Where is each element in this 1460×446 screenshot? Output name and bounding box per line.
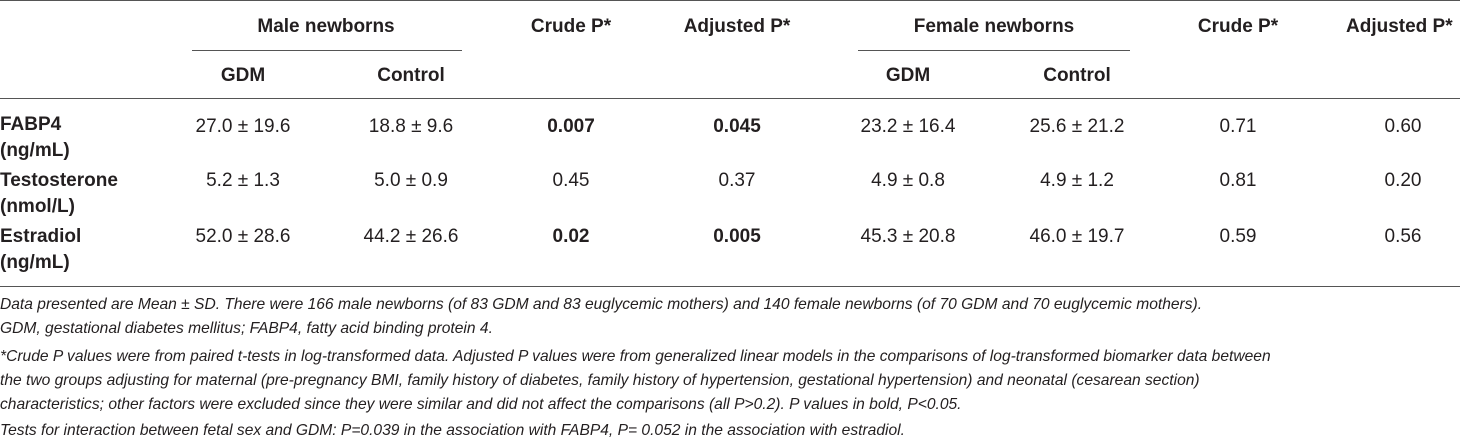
testosterone-female-gdm: 4.9 ± 0.8 [871, 170, 945, 191]
table-bottom-rule [0, 286, 1460, 287]
fabp4-male-control: 18.8 ± 9.6 [368, 116, 454, 137]
header-bottom-rule [0, 98, 1460, 99]
fabp4-male-crude-p: 0.007 [547, 116, 595, 137]
header-female-control: Control [1043, 65, 1111, 86]
testosterone-female-adjusted-p: 0.20 [1384, 170, 1422, 191]
header-male-adjusted-p: Adjusted P* [683, 16, 791, 37]
header-female-newborns: Female newborns [913, 16, 1075, 37]
row-label-line1: FABP4 [0, 114, 62, 135]
fabp4-female-crude-p: 0.71 [1219, 116, 1257, 137]
estradiol-female-adjusted-p: 0.56 [1384, 226, 1422, 247]
footnote-interaction: Tests for interaction between fetal sex … [0, 422, 905, 439]
row-label-line2: (ng/mL) [0, 252, 70, 273]
testosterone-male-gdm: 5.2 ± 1.3 [206, 170, 280, 191]
testosterone-male-control: 5.0 ± 0.9 [374, 170, 448, 191]
row-label-line1: Estradiol [0, 226, 82, 247]
header-female-gdm: GDM [885, 65, 931, 86]
row-label-fabp4: FABP4 (ng/mL) [0, 112, 70, 164]
testosterone-male-adjusted-p: 0.37 [718, 170, 756, 191]
male-group-underline [192, 50, 462, 51]
estradiol-female-crude-p: 0.59 [1219, 226, 1257, 247]
footnote-p-values-line3: characteristics; other factors were excl… [0, 396, 962, 413]
fabp4-male-gdm: 27.0 ± 19.6 [195, 116, 291, 137]
fabp4-female-control: 25.6 ± 21.2 [1029, 116, 1125, 137]
footnote-data-presented: Data presented are Mean ± SD. There were… [0, 296, 1203, 313]
row-label-line2: (ng/mL) [0, 140, 70, 161]
estradiol-female-gdm: 45.3 ± 20.8 [860, 226, 956, 247]
row-label-line2: (nmol/L) [0, 196, 75, 217]
estradiol-male-crude-p: 0.02 [552, 226, 590, 247]
row-label-estradiol: Estradiol (ng/mL) [0, 224, 81, 276]
header-female-adjusted-p: Adjusted P* [1346, 16, 1453, 37]
footnote-p-values-line1: *Crude P values were from paired t-tests… [0, 348, 1271, 365]
row-label-line1: Testosterone [0, 170, 118, 191]
footnote-abbreviations: GDM, gestational diabetes mellitus; FABP… [0, 320, 493, 337]
estradiol-male-gdm: 52.0 ± 28.6 [195, 226, 291, 247]
footnote-p-values-line2: the two groups adjusting for maternal (p… [0, 372, 1200, 389]
estradiol-male-adjusted-p: 0.005 [713, 226, 761, 247]
row-label-testosterone: Testosterone (nmol/L) [0, 168, 118, 220]
header-male-gdm: GDM [220, 65, 266, 86]
fabp4-male-adjusted-p: 0.045 [713, 116, 761, 137]
estradiol-male-control: 44.2 ± 26.6 [363, 226, 459, 247]
header-female-crude-p: Crude P* [1197, 16, 1279, 37]
estradiol-female-control: 46.0 ± 19.7 [1029, 226, 1125, 247]
table-top-rule [0, 0, 1460, 1]
fabp4-female-gdm: 23.2 ± 16.4 [860, 116, 956, 137]
fabp4-female-adjusted-p: 0.60 [1384, 116, 1422, 137]
header-male-crude-p: Crude P* [530, 16, 612, 37]
female-group-underline [858, 50, 1130, 51]
testosterone-male-crude-p: 0.45 [552, 170, 590, 191]
header-male-control: Control [377, 65, 445, 86]
testosterone-female-crude-p: 0.81 [1219, 170, 1257, 191]
header-male-newborns: Male newborns [257, 16, 395, 37]
testosterone-female-control: 4.9 ± 1.2 [1040, 170, 1114, 191]
